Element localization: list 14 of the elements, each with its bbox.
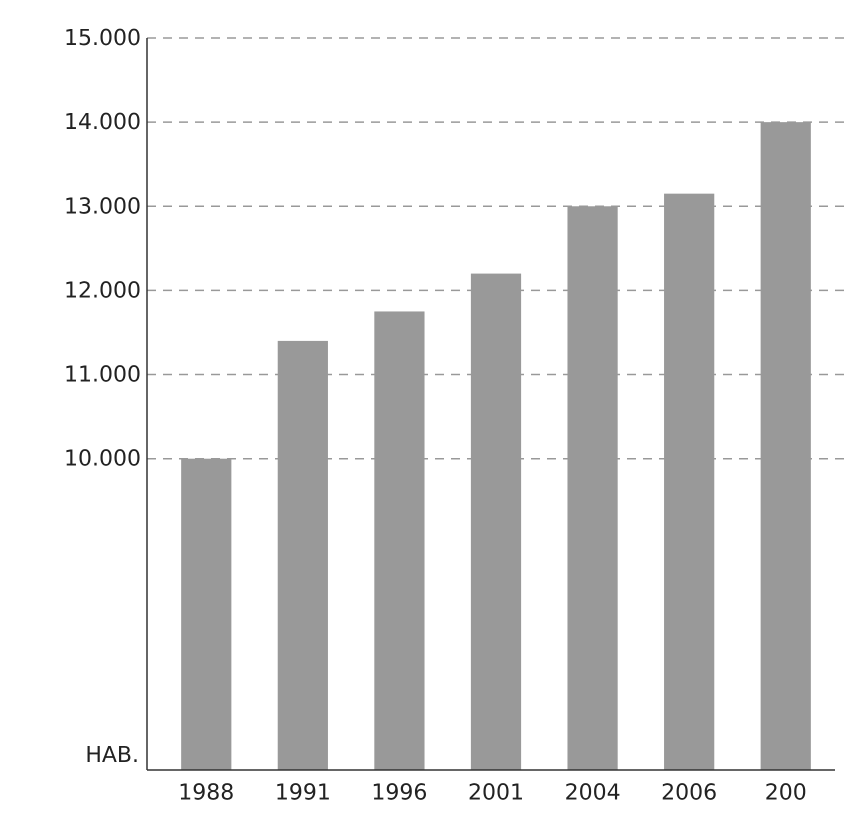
y-tick-label: 12.000 bbox=[64, 278, 141, 304]
x-tick-label: 2004 bbox=[564, 780, 621, 806]
x-tick-label: 2006 bbox=[661, 780, 718, 806]
y-tick-label: 14.000 bbox=[64, 110, 141, 136]
x-tick-label: 1996 bbox=[371, 780, 428, 806]
y-tick-label: 11.000 bbox=[64, 362, 141, 388]
x-tick-label: 1991 bbox=[274, 780, 331, 806]
y-tick-label: 15.000 bbox=[64, 26, 141, 52]
x-tick-label: 2001 bbox=[468, 780, 524, 806]
x-tick-label: 1988 bbox=[178, 780, 234, 806]
y-tick-label: 13.000 bbox=[64, 194, 141, 220]
y-axis-title: HAB. bbox=[85, 743, 139, 768]
x-tick-label: 200 bbox=[764, 780, 807, 806]
y-tick-label: 10.000 bbox=[64, 446, 141, 472]
